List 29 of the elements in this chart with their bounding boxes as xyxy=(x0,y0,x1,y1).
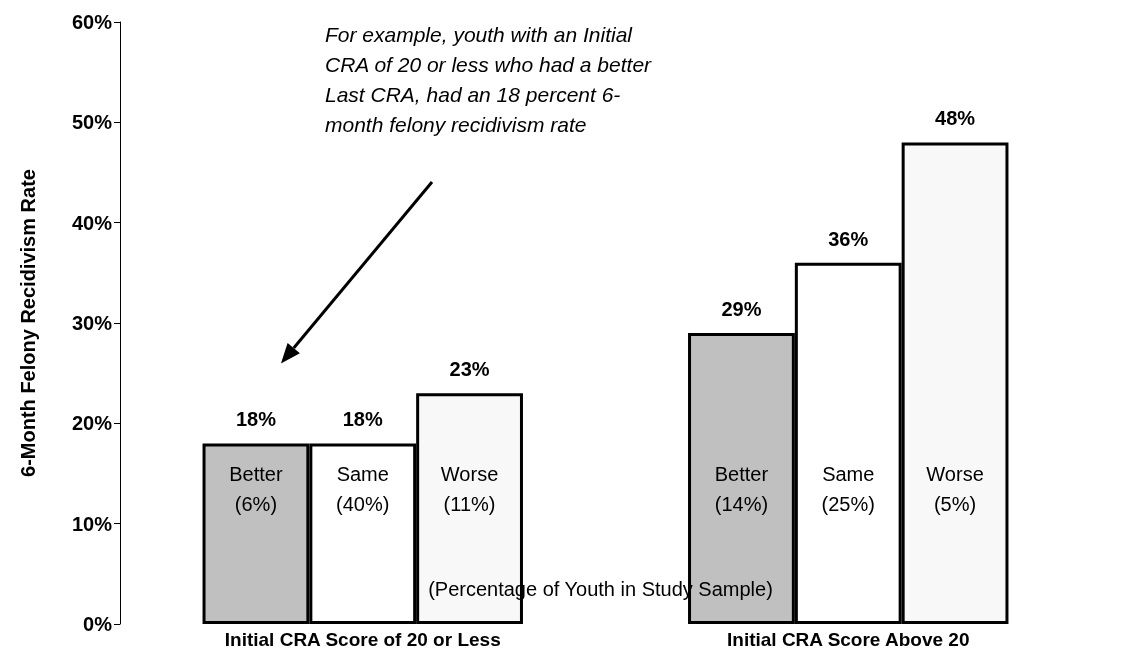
annotation: For example, youth with an Initial CRA of 20 or less who had a better Last CRA, had an 18 percent 6-month felony recidivism rate xyxy=(325,22,653,138)
series-label: Better xyxy=(229,463,283,485)
y-tick-label: 60% xyxy=(71,11,113,33)
data-label: 23% xyxy=(449,358,490,381)
data-label: 48% xyxy=(935,107,976,130)
series-label: Same xyxy=(336,463,389,485)
x-tick-label: Initial CRA Score of 20 or Less xyxy=(224,629,501,650)
y-tick-label: 0% xyxy=(83,613,113,635)
annotation: (6%) xyxy=(234,493,278,515)
data-label: 18% xyxy=(235,408,277,431)
data-label: 29% xyxy=(721,298,762,321)
annotation: (5%) xyxy=(933,493,977,515)
annotation: (14%) xyxy=(714,493,769,515)
annotation: (40%) xyxy=(336,493,390,515)
y-tick-label: 10% xyxy=(71,512,113,535)
x-tick-label: Initial CRA Score Above 20 xyxy=(727,629,970,650)
data-label: 36% xyxy=(828,227,869,250)
y-axis-title: 6-Month Felony Recidivism Rate xyxy=(17,169,39,477)
text: Better xyxy=(714,463,769,485)
text: Same xyxy=(822,463,875,485)
y-tick-label: 40% xyxy=(71,211,113,234)
text: Worse xyxy=(926,463,984,485)
series-label: Worse xyxy=(440,463,499,485)
data-label: 18% xyxy=(342,408,383,431)
annotation: (25%) xyxy=(821,493,875,515)
annotation: (11%) xyxy=(443,493,496,515)
y-tick-label: 30% xyxy=(71,312,113,334)
y-tick-label: 20% xyxy=(71,412,113,435)
y-tick-label: 50% xyxy=(71,111,113,134)
